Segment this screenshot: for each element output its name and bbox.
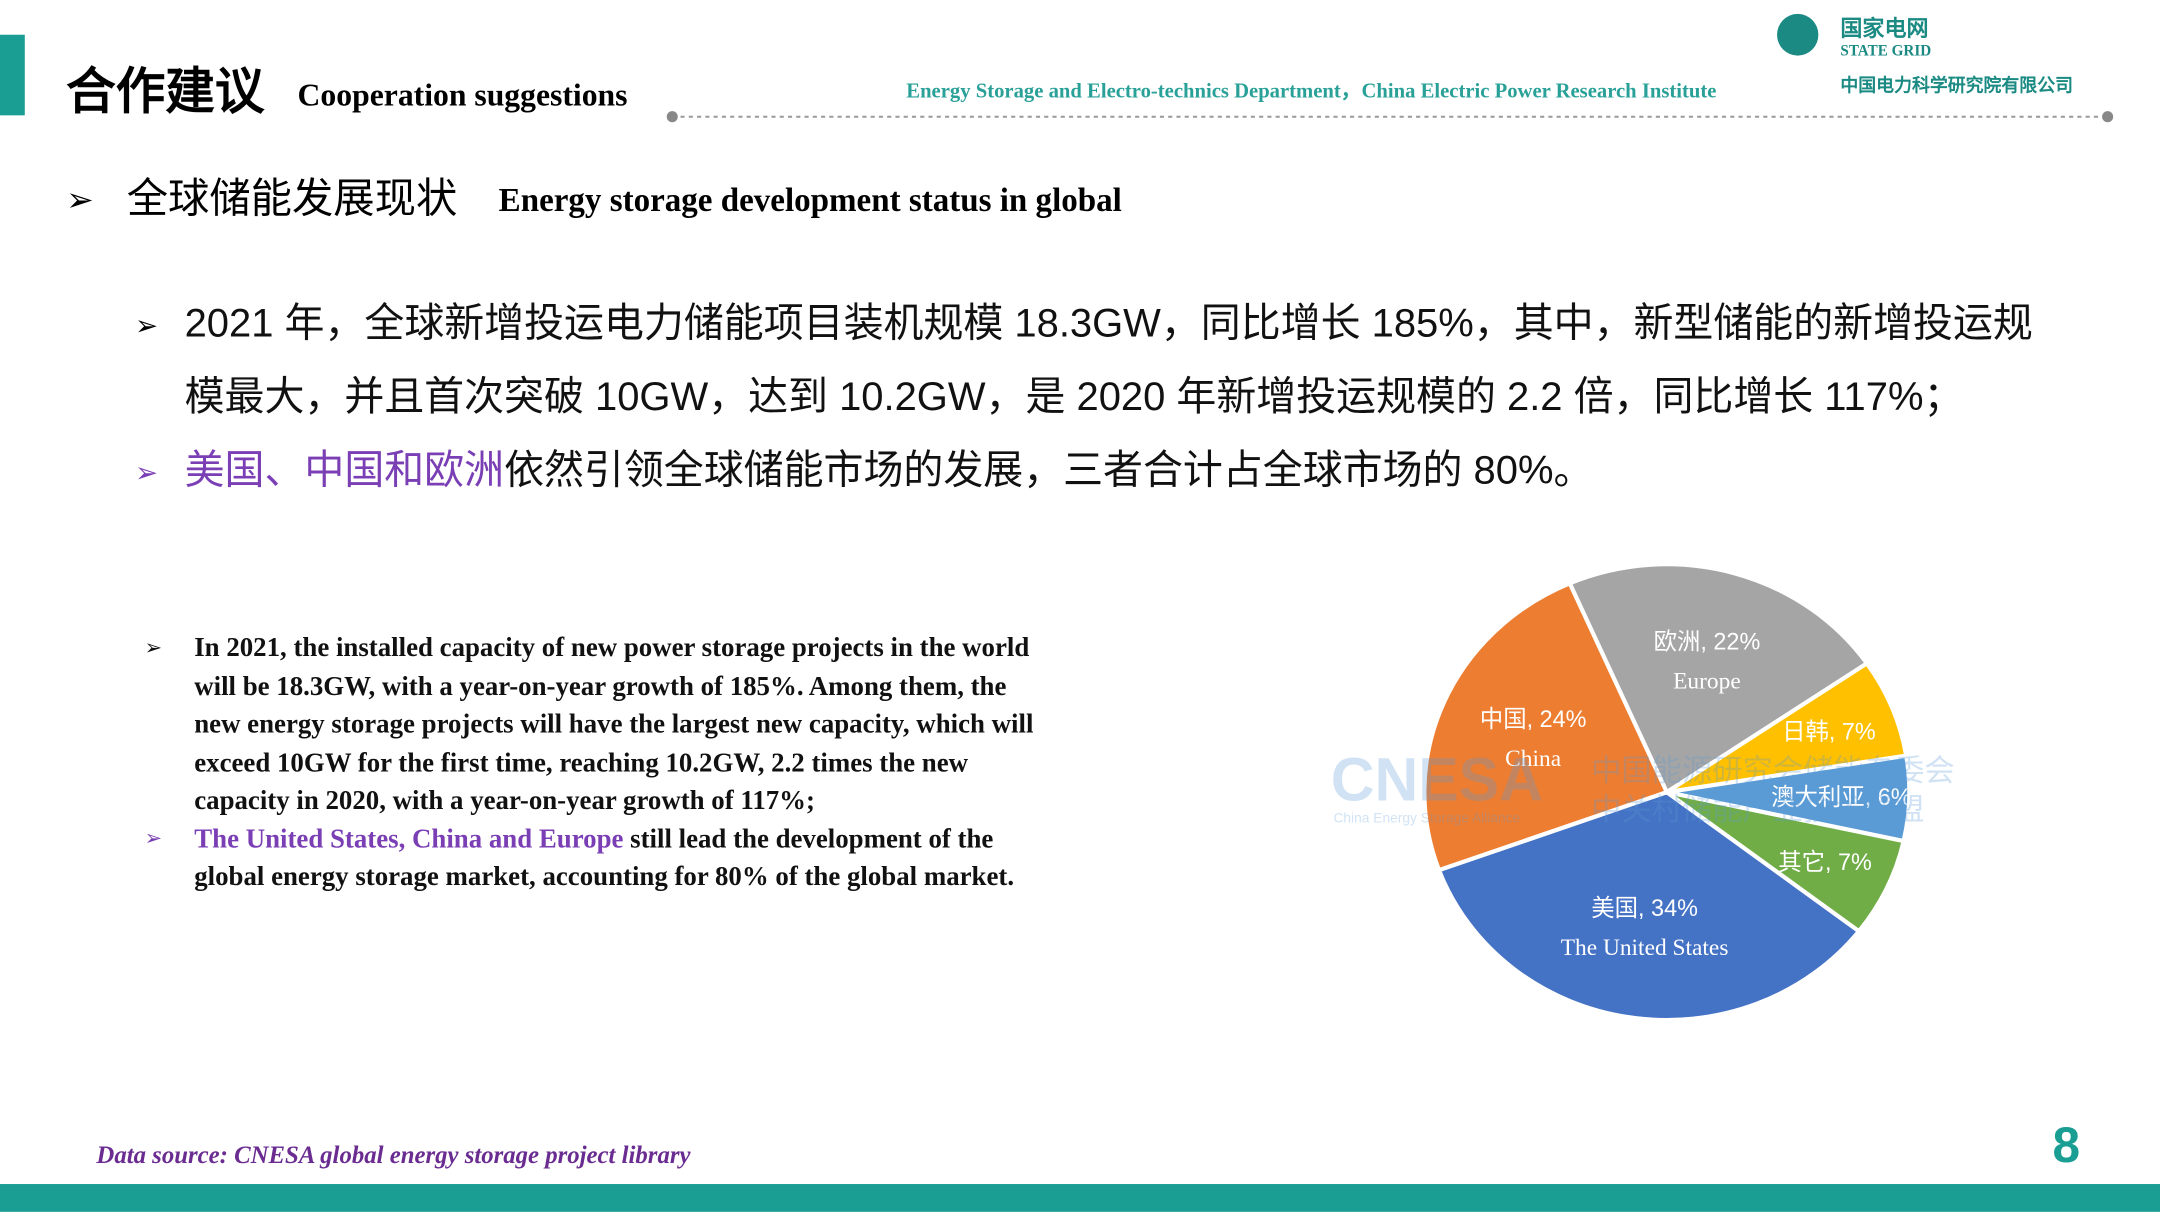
watermark-cn: 中国能源研究会储能专委会 <box>1591 754 1955 788</box>
accent-bar <box>0 34 25 116</box>
pie-slice <box>1566 562 1870 796</box>
pie-chart: 美国, 34% The United States 中国, 24% China 欧洲, … <box>1422 562 1912 1023</box>
en-line: new energy storage projects will have th… <box>194 708 1034 738</box>
rule-dot <box>666 111 678 123</box>
cn-line: 模最大，并且首次突破 10GW，达到 10.2GW，是 2020 年新增投运规模… <box>185 374 1964 419</box>
pie-slice <box>1665 790 1907 935</box>
slice-sublabel: China <box>1505 746 1561 772</box>
data-source: Data source: CNESA global energy storage… <box>95 1142 691 1169</box>
highlight: 美国、中国和欧洲 <box>185 447 504 492</box>
section-en: Energy storage development status in glo… <box>499 182 1122 219</box>
section-cn: 全球储能发展现状 <box>127 174 458 221</box>
slice-sublabel: The United States <box>1561 935 1729 961</box>
bullet: ➢ <box>145 828 162 850</box>
logo-org: 中国电力科学研究院有限公司 <box>1840 75 2073 96</box>
en-line: exceed 10GW for the first time, reaching… <box>194 747 968 777</box>
department: Energy Storage and Electro-technics Depa… <box>906 80 1716 102</box>
cn-text: 依然引领全球储能市场的发展，三者合计占全球市场的 80%。 <box>504 447 1593 492</box>
watermark: CNESA 中国能源研究会储能专委会 中关村储能产业技术联盟 China Ene… <box>1331 745 1955 827</box>
en-line: The United States, China and Europe stil… <box>194 824 993 854</box>
en-line: will be 18.3GW, with a year-on-year grow… <box>194 671 1006 701</box>
logo-emblem <box>1777 13 1819 56</box>
slice-label: 其它, 7% <box>1778 849 1872 875</box>
slice-sublabel: Europe <box>1673 668 1741 694</box>
watermark-cn: 中关村储能产业技术联盟 <box>1591 793 1924 827</box>
en-line: In 2021, the installed capacity of new p… <box>194 632 1029 662</box>
slice-label: 美国, 34% <box>1591 895 1698 921</box>
cn-line: 美国、中国和欧洲依然引领全球储能市场的发展，三者合计占全球市场的 80%。 <box>185 447 1594 492</box>
rule-dot <box>2102 111 2114 123</box>
en-paragraph: ➢ In 2021, the installed capacity of new… <box>145 632 1034 891</box>
pie-slice <box>1436 789 1862 1023</box>
footer-bar <box>0 1184 2160 1212</box>
highlight: The United States, China and Europe <box>194 824 623 854</box>
en-line: capacity in 2020, with a year-on-year gr… <box>194 785 815 815</box>
slice-label: 欧洲, 22% <box>1654 628 1761 654</box>
bullet: ➢ <box>66 182 94 219</box>
slice-label: 中国, 24% <box>1480 706 1587 732</box>
slice-label: 澳大利亚, 6% <box>1771 784 1912 810</box>
bullet: ➢ <box>135 310 158 341</box>
cn-line: 2021 年，全球新增投运电力储能项目装机规模 18.3GW，同比增长 185%… <box>185 300 2033 345</box>
title-cn: 合作建议 <box>66 63 266 119</box>
pie-slice <box>1422 580 1670 873</box>
bullet: ➢ <box>145 637 162 659</box>
page-number: 8 <box>2053 1117 2081 1173</box>
logo-cn: 国家电网 <box>1840 16 1928 41</box>
title-en: Cooperation suggestions <box>298 77 628 112</box>
watermark-logo: CNESA <box>1331 745 1543 813</box>
logo-en: STATE GRID <box>1840 43 1931 60</box>
en-line: global energy storage market, accounting… <box>194 861 1014 891</box>
watermark-en: China Energy Storage Alliance <box>1333 810 1520 826</box>
en-text: still lead the development of the <box>623 824 993 854</box>
slice-label: 日韩, 7% <box>1782 718 1876 744</box>
bullet: ➢ <box>135 457 158 488</box>
